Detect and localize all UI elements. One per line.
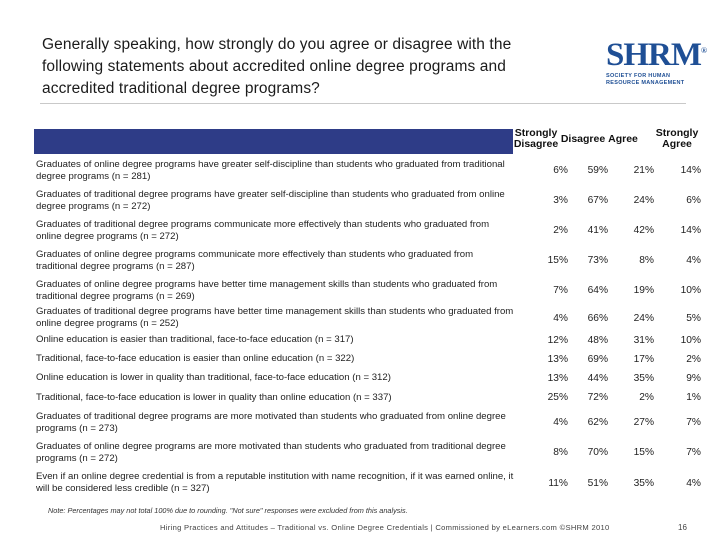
row-statement: Traditional, face-to-face education is e… (36, 353, 355, 364)
strongly-agree-value: 9% (686, 372, 701, 384)
table-row: Graduates of online degree programs have… (34, 275, 704, 305)
agree-value: 24% (633, 312, 654, 324)
strongly-agree-value: 7% (686, 417, 701, 428)
row-statement: Online education is lower in quality tha… (36, 372, 391, 383)
table-row: Traditional, face-to-face education is l… (34, 387, 704, 407)
row-statement: Graduates of traditional degree programs… (36, 218, 490, 242)
agree-value: 8% (639, 255, 654, 266)
slide-title: Generally speaking, how strongly do you … (42, 36, 512, 97)
table-row: Online education is lower in quality tha… (34, 368, 704, 387)
survey-table: Graduates of online degree programs have… (34, 155, 704, 498)
table-row: Graduates of online degree programs have… (34, 155, 704, 185)
table-row: Online education is easier than traditio… (34, 330, 704, 349)
row-statement: Graduates of online degree programs are … (36, 440, 506, 464)
strongly-disagree-value: 7% (553, 285, 568, 296)
row-statement: Graduates of online degree programs have… (36, 158, 505, 182)
strongly-disagree-value: 6% (553, 165, 568, 176)
table-row: Even if an online degree credential is f… (34, 467, 704, 498)
disagree-value: 66% (587, 312, 608, 324)
strongly-agree-value: 7% (686, 447, 701, 458)
disagree-value: 70% (587, 447, 608, 458)
disagree-value: 51% (587, 477, 608, 489)
page-number: 16 (678, 523, 687, 532)
table-row: Graduates of traditional degree programs… (34, 407, 704, 437)
col-agree: Agree (608, 133, 638, 145)
strongly-disagree-value: 15% (547, 255, 568, 266)
agree-value: 21% (633, 165, 654, 176)
row-statement: Graduates of traditional degree programs… (36, 306, 514, 329)
agree-value: 17% (633, 353, 654, 365)
strongly-disagree-value: 13% (547, 353, 568, 365)
row-statement: Even if an online degree credential is f… (36, 471, 514, 494)
row-statement: Traditional, face-to-face education is l… (36, 391, 392, 403)
disagree-value: 72% (587, 392, 608, 403)
strongly-agree-value: 10% (680, 285, 701, 296)
table-note: Note: Percentages may not total 100% due… (48, 506, 408, 515)
disagree-value: 73% (587, 255, 608, 266)
logo-mark: SHRM® (606, 37, 707, 73)
agree-value: 24% (633, 195, 654, 206)
disagree-value: 69% (587, 353, 608, 365)
strongly-disagree-value: 4% (553, 312, 568, 324)
strongly-disagree-value: 12% (547, 334, 568, 346)
strongly-disagree-value: 8% (553, 447, 568, 458)
agree-value: 31% (633, 334, 654, 346)
strongly-disagree-value: 11% (548, 477, 568, 489)
agree-value: 35% (633, 372, 654, 384)
table-row: Graduates of traditional degree programs… (34, 305, 704, 330)
col-strongly-disagree: Strongly Disagree (513, 127, 559, 150)
disagree-value: 48% (587, 334, 608, 346)
disagree-value: 64% (587, 285, 608, 296)
col-disagree: Disagree (560, 133, 606, 145)
strongly-disagree-value: 13% (547, 372, 568, 384)
row-statement: Graduates of online degree programs have… (36, 278, 498, 302)
strongly-agree-value: 2% (686, 353, 701, 365)
strongly-agree-value: 6% (686, 195, 701, 206)
row-statement: Graduates of traditional degree programs… (36, 188, 505, 212)
strongly-agree-value: 4% (686, 255, 701, 266)
strongly-agree-value: 14% (680, 165, 701, 176)
table-header-bar (34, 129, 513, 154)
strongly-disagree-value: 3% (553, 195, 568, 206)
agree-value: 19% (633, 285, 654, 296)
strongly-agree-value: 14% (680, 225, 701, 236)
disagree-value: 44% (587, 372, 608, 384)
agree-value: 35% (633, 477, 654, 489)
disagree-value: 62% (587, 417, 608, 428)
strongly-disagree-value: 4% (553, 417, 568, 428)
footer-text: Hiring Practices and Attitudes – Traditi… (160, 523, 610, 532)
table-row: Graduates of traditional degree programs… (34, 215, 704, 245)
agree-value: 27% (633, 417, 654, 428)
disagree-value: 41% (587, 225, 608, 236)
strongly-agree-value: 4% (686, 477, 701, 489)
logo-subtitle: SOCIETY FOR HUMAN RESOURCE MANAGEMENT (606, 73, 685, 86)
strongly-agree-value: 1% (686, 392, 701, 403)
agree-value: 42% (633, 225, 654, 236)
strongly-disagree-value: 2% (553, 225, 568, 236)
row-statement: Graduates of online degree programs comm… (36, 248, 474, 272)
table-row: Graduates of online degree programs are … (34, 437, 704, 467)
strongly-disagree-value: 25% (547, 392, 568, 403)
disagree-value: 59% (587, 165, 608, 176)
row-statement: Online education is easier than traditio… (36, 334, 354, 345)
agree-value: 15% (633, 447, 654, 458)
col-strongly-agree: Strongly Agree (655, 127, 699, 150)
agree-value: 2% (639, 392, 654, 403)
row-statement: Graduates of traditional degree programs… (36, 410, 506, 434)
table-row: Traditional, face-to-face education is e… (34, 349, 704, 368)
shrm-logo: SHRM® SOCIETY FOR HUMAN RESOURCE MANAGEM… (606, 36, 707, 86)
disagree-value: 67% (587, 195, 608, 206)
strongly-agree-value: 10% (680, 334, 701, 346)
table-row: Graduates of online degree programs comm… (34, 245, 704, 275)
strongly-agree-value: 5% (686, 312, 701, 324)
title-divider (40, 103, 686, 104)
table-row: Graduates of traditional degree programs… (34, 185, 704, 215)
